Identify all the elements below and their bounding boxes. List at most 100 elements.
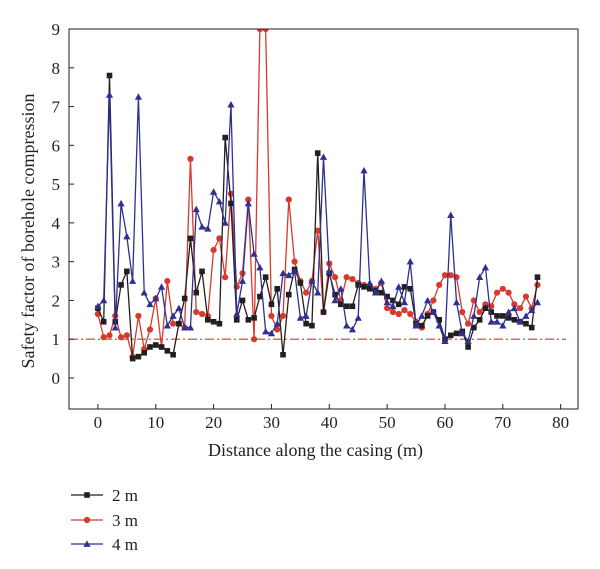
data-point-2m xyxy=(205,317,211,323)
data-point-3m xyxy=(447,272,454,279)
data-point-3m xyxy=(164,277,171,285)
x-tick-label: 30 xyxy=(263,413,280,432)
data-point-3m xyxy=(522,293,530,300)
data-point-2m xyxy=(436,317,442,323)
data-point-2m xyxy=(285,291,292,298)
plot-frame xyxy=(68,28,579,410)
data-point-3m xyxy=(465,320,472,327)
data-point-4m xyxy=(510,304,518,312)
data-point-4m xyxy=(267,329,276,337)
data-point-2m xyxy=(268,301,275,308)
data-point-2m xyxy=(384,293,390,300)
y-tick-label: 5 xyxy=(52,175,61,194)
x-tick-label: 20 xyxy=(205,413,222,432)
data-point-2m xyxy=(309,322,315,329)
data-point-4m xyxy=(528,306,536,314)
y-tick-label: 6 xyxy=(52,136,61,155)
data-point-2m xyxy=(164,348,171,354)
data-point-2m xyxy=(343,303,350,310)
data-point-2m xyxy=(303,320,309,327)
data-point-2m xyxy=(147,344,153,350)
x-tick-label: 70 xyxy=(494,413,511,432)
data-point-3m xyxy=(193,308,200,316)
x-axis-title: Distance along the casing (m) xyxy=(208,440,423,461)
data-point-4m xyxy=(366,279,374,286)
data-point-2m xyxy=(251,315,257,321)
data-point-4m xyxy=(360,166,368,174)
series-4m xyxy=(94,91,542,345)
data-point-3m xyxy=(430,297,437,304)
data-point-4m xyxy=(146,300,154,308)
data-point-4m xyxy=(111,323,119,331)
data-point-3m xyxy=(401,307,408,314)
y-tick-label: 1 xyxy=(52,330,61,349)
data-point-2m xyxy=(390,297,396,304)
data-point-4m xyxy=(279,269,287,277)
data-point-2m xyxy=(118,282,124,288)
data-point-4m xyxy=(123,232,131,240)
data-point-4m xyxy=(273,320,281,327)
data-point-2m xyxy=(488,309,495,315)
data-point-2m xyxy=(523,320,529,327)
legend-marker xyxy=(83,540,91,547)
data-point-3m xyxy=(245,196,252,203)
data-point-4m xyxy=(175,304,183,312)
data-point-4m xyxy=(424,296,432,304)
y-tick-label: 9 xyxy=(52,20,61,39)
data-point-2m xyxy=(106,72,113,79)
data-point-4m xyxy=(319,153,328,160)
data-point-4m xyxy=(204,225,212,232)
data-point-4m xyxy=(221,219,229,226)
data-point-2m xyxy=(453,330,460,337)
data-point-2m xyxy=(170,351,176,358)
y-tick-label: 2 xyxy=(52,291,61,310)
data-point-4m xyxy=(163,322,171,329)
data-point-2m xyxy=(245,317,252,323)
data-point-4m xyxy=(447,211,455,219)
data-point-2m xyxy=(355,282,362,288)
data-point-3m xyxy=(343,274,350,281)
data-point-2m xyxy=(447,332,454,339)
data-point-2m xyxy=(528,324,535,331)
data-point-3m xyxy=(291,258,298,265)
data-point-4m xyxy=(140,289,148,296)
data-point-4m xyxy=(250,250,258,257)
data-point-2m xyxy=(199,268,205,275)
data-point-4m xyxy=(481,263,490,271)
data-point-4m xyxy=(105,91,114,98)
data-point-4m xyxy=(435,322,443,329)
data-point-3m xyxy=(100,334,107,341)
data-point-3m xyxy=(274,326,281,333)
data-point-2m xyxy=(505,315,512,321)
data-point-4m xyxy=(157,283,166,290)
data-point-3m xyxy=(389,308,397,316)
data-point-3m xyxy=(262,29,269,33)
data-point-4m xyxy=(233,310,241,317)
x-tick-label: 10 xyxy=(147,413,164,432)
data-point-4m xyxy=(406,258,414,265)
data-point-4m xyxy=(476,273,484,281)
data-point-4m xyxy=(504,308,513,315)
data-point-3m xyxy=(222,274,229,281)
data-point-4m xyxy=(418,312,426,319)
data-point-4m xyxy=(533,298,542,306)
data-point-2m xyxy=(500,313,506,319)
legend-label: 3 m xyxy=(112,511,138,530)
data-point-4m xyxy=(493,318,501,325)
data-point-2m xyxy=(280,351,286,358)
data-point-2m xyxy=(332,291,338,298)
data-point-2m xyxy=(366,285,373,292)
data-point-2m xyxy=(124,268,130,275)
data-point-4m xyxy=(412,322,420,329)
data-point-3m xyxy=(210,246,217,254)
data-point-2m xyxy=(222,134,228,141)
data-point-4m xyxy=(227,101,235,108)
y-tick-label: 4 xyxy=(52,214,61,233)
data-point-4m xyxy=(487,318,495,325)
legend-item-3m: 3 m xyxy=(71,511,138,530)
data-point-4m xyxy=(290,267,299,275)
data-point-4m xyxy=(285,271,293,279)
data-point-3m xyxy=(395,310,402,318)
data-point-3m xyxy=(459,308,466,316)
data-point-4m xyxy=(238,277,247,284)
